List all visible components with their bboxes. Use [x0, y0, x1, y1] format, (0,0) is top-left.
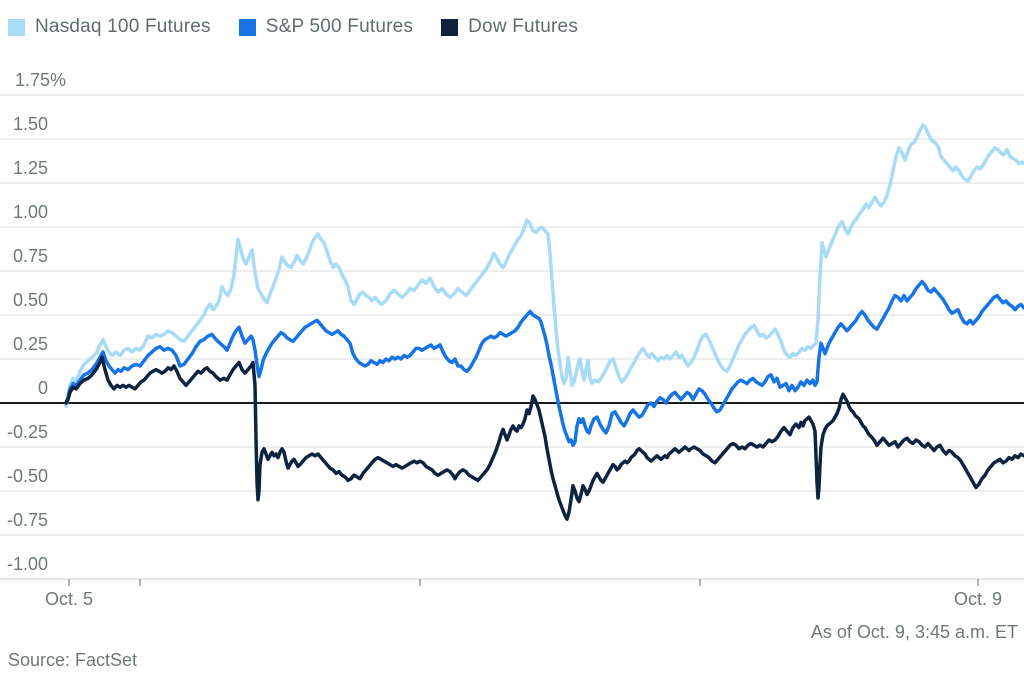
- legend-label: Nasdaq 100 Futures: [35, 16, 211, 37]
- y-axis-label: 0: [38, 378, 48, 398]
- legend-swatch-icon: [441, 18, 459, 36]
- y-axis-label: -0.25: [7, 422, 48, 442]
- legend-item-nasdaq-100-futures: Nasdaq 100 Futures: [8, 16, 211, 38]
- x-axis-label: Oct. 5: [45, 589, 93, 609]
- y-axis-label: 0.75: [13, 246, 48, 266]
- y-axis-label: -0.50: [7, 466, 48, 486]
- legend-item-dow-futures: Dow Futures: [441, 16, 578, 38]
- y-axis-label: -0.75: [7, 510, 48, 530]
- as-of-note: As of Oct. 9, 3:45 a.m. ET: [810, 622, 1018, 642]
- legend-swatch-icon: [8, 18, 25, 36]
- series-line-nasdaq-100-futures: [64, 123, 1024, 409]
- x-axis-label: Oct. 9: [954, 589, 1002, 609]
- source-credit: Source: FactSet: [8, 650, 138, 670]
- y-axis-label: 1.75%: [15, 70, 66, 90]
- y-axis-label: 0.50: [13, 290, 48, 310]
- series-line-dow-futures: [64, 355, 1024, 521]
- y-axis-label: 1.00: [13, 202, 48, 222]
- y-axis-label: 1.50: [13, 114, 48, 134]
- legend-label: S&P 500 Futures: [265, 16, 414, 37]
- legend-label: Dow Futures: [468, 16, 579, 37]
- y-axis-label: -1.00: [7, 554, 48, 574]
- legend-swatch-icon: [238, 18, 256, 36]
- y-axis-label: 0.25: [13, 334, 48, 354]
- y-axis-label: 1.25: [13, 158, 48, 178]
- series-line-s-p-500-futures: [64, 279, 1024, 447]
- chart-legend: Nasdaq 100 Futures S&P 500 Futures Dow Fut…: [8, 16, 578, 38]
- legend-item-s-p-500-futures: S&P 500 Futures: [238, 16, 414, 38]
